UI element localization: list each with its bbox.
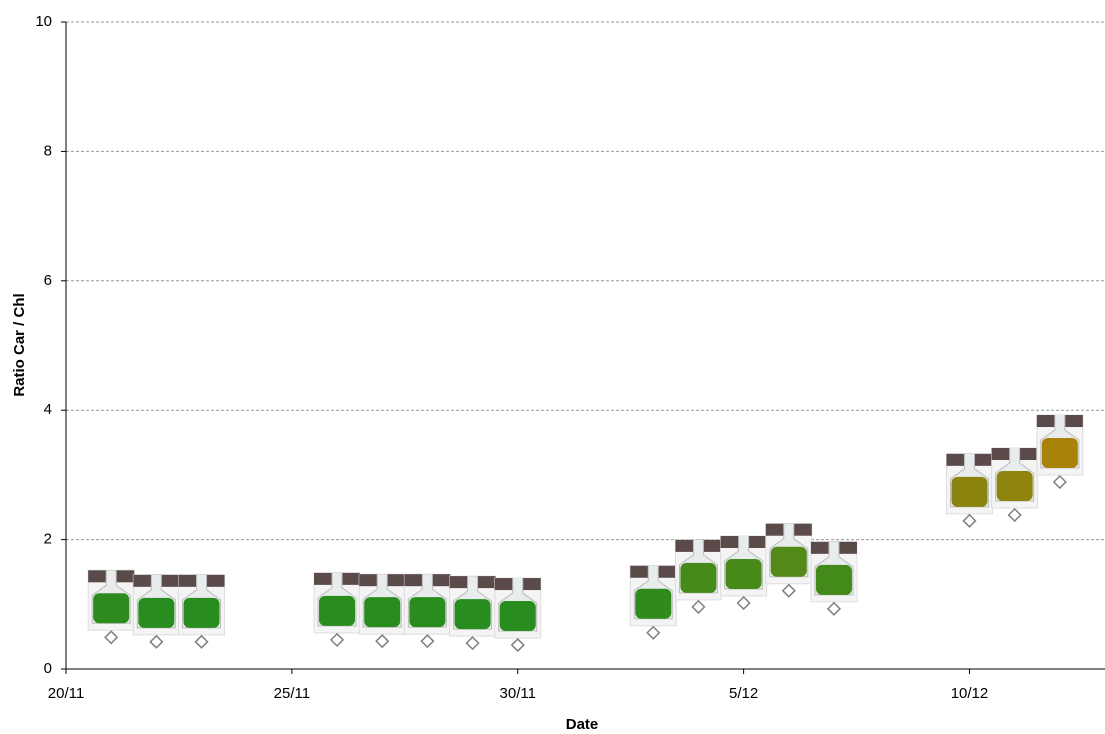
flask-liquid bbox=[499, 601, 536, 632]
flask-liquid bbox=[725, 559, 762, 590]
flask-photo bbox=[765, 523, 813, 585]
flask-liquid bbox=[409, 597, 446, 628]
y-tick-label: 2 bbox=[44, 531, 52, 548]
flask-photo bbox=[991, 447, 1039, 509]
marker bbox=[781, 583, 796, 598]
x-axis-title: Date bbox=[566, 716, 599, 733]
marker bbox=[736, 595, 751, 611]
x-tick-label: 5/12 bbox=[729, 685, 758, 702]
flask-photo bbox=[132, 574, 180, 636]
flask-liquid bbox=[1041, 438, 1078, 469]
flask-photo bbox=[720, 535, 768, 597]
flask-liquid bbox=[770, 546, 807, 577]
marker bbox=[420, 634, 435, 649]
marker bbox=[962, 513, 977, 528]
flask-liquid bbox=[138, 597, 175, 628]
flask-liquid bbox=[680, 562, 717, 593]
flask-liquid bbox=[454, 599, 491, 630]
flask-photo bbox=[403, 573, 451, 635]
flask-liquid bbox=[183, 597, 220, 628]
flask-liquid bbox=[364, 597, 401, 628]
y-tick-label: 10 bbox=[35, 13, 52, 30]
y-tick-label: 4 bbox=[44, 401, 52, 418]
flask-liquid bbox=[951, 476, 988, 507]
marker bbox=[826, 601, 842, 616]
flask-photo bbox=[358, 573, 406, 635]
marker bbox=[646, 625, 661, 640]
y-tick-label: 6 bbox=[44, 272, 52, 289]
y-tick-label: 0 bbox=[44, 660, 52, 677]
flask-liquid bbox=[996, 471, 1033, 502]
x-tick-label: 30/11 bbox=[500, 685, 536, 702]
y-tick-label: 8 bbox=[44, 142, 52, 159]
flask-photo bbox=[810, 541, 858, 603]
x-tick-label: 20/11 bbox=[48, 685, 84, 702]
flask-photo bbox=[674, 539, 722, 601]
marker bbox=[375, 634, 390, 649]
flask-liquid bbox=[815, 564, 852, 595]
marker bbox=[1007, 507, 1022, 523]
flask-photo bbox=[494, 577, 542, 639]
flask-photo bbox=[1036, 414, 1084, 476]
flask-liquid bbox=[635, 588, 672, 619]
marker bbox=[1052, 474, 1067, 490]
x-tick-label: 10/12 bbox=[951, 685, 989, 702]
y-axis-title: Ratio Car / Chl bbox=[11, 293, 28, 396]
flask-photo bbox=[629, 565, 677, 627]
marker bbox=[104, 630, 119, 645]
marker bbox=[149, 634, 164, 649]
marker bbox=[329, 632, 345, 647]
flask-photo bbox=[449, 575, 497, 637]
marker bbox=[510, 638, 525, 653]
flask-photo bbox=[87, 569, 135, 631]
flask-photo bbox=[313, 572, 361, 634]
marker bbox=[691, 599, 706, 614]
flask-liquid bbox=[93, 593, 130, 624]
flask-liquid bbox=[319, 595, 356, 626]
flask-photo bbox=[178, 574, 226, 636]
flask-photo bbox=[945, 453, 993, 515]
x-tick-label: 25/11 bbox=[274, 685, 310, 702]
marker bbox=[194, 634, 209, 649]
marker bbox=[465, 636, 480, 651]
